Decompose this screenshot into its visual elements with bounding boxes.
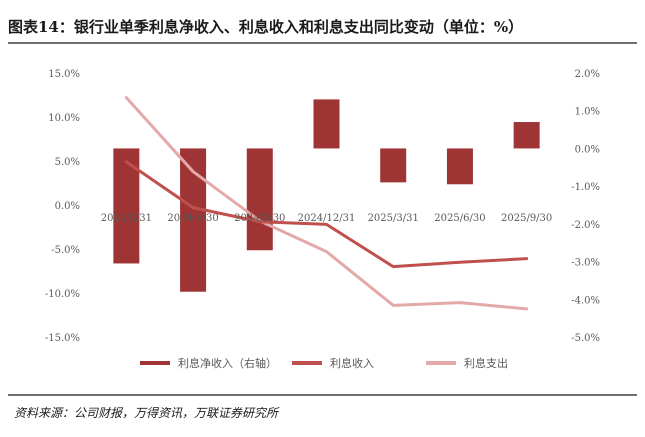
right-tick-label: -1.0%	[571, 182, 600, 193]
right-tick-label: -5.0%	[571, 333, 600, 344]
bar	[313, 99, 340, 149]
bar	[113, 148, 140, 264]
left-tick-label: 10.0%	[48, 113, 80, 124]
left-tick-label: -10.0%	[45, 289, 80, 300]
bar	[446, 148, 473, 185]
category-label: 2025/9/30	[501, 213, 552, 224]
bar	[246, 148, 273, 251]
bar	[380, 148, 407, 183]
legend-label: 利息净收入（右轴）	[178, 356, 277, 370]
lines-layer	[124, 96, 529, 311]
x-axis: 2024/3/31 2024/6/30 2024/9/30 2024/12/31 202…	[101, 213, 553, 224]
right-tick-label: 0.0%	[575, 144, 600, 155]
legend-label: 利息支出	[464, 356, 508, 370]
series-line	[124, 160, 529, 269]
chart-title: 图表14：银行业单季利息净收入、利息收入和利息支出同比变动（单位：%）	[8, 18, 523, 36]
left-tick-label: -15.0%	[45, 333, 80, 344]
category-label: 2024/3/31	[101, 213, 152, 224]
category-label: 2024/6/30	[167, 213, 218, 224]
left-tick-label: 5.0%	[55, 157, 80, 168]
right-tick-label: 2.0%	[575, 69, 600, 80]
category-label: 2025/6/30	[434, 213, 485, 224]
category-label: 2024/12/31	[298, 213, 356, 224]
left-tick-label: 15.0%	[48, 69, 80, 80]
source-note: 资料来源：公司财报，万得资讯，万联证券研究所	[14, 406, 280, 420]
right-tick-label: 1.0%	[575, 107, 600, 118]
left-tick-label: -5.0%	[51, 245, 80, 256]
legend: 利息净收入（右轴） 利息收入 利息支出	[140, 356, 508, 370]
right-tick-label: -4.0%	[571, 295, 600, 306]
left-axis: 15.0% 10.0% 5.0% 0.0% -5.0% -10.0% -15.0%	[45, 69, 80, 344]
legend-label: 利息收入	[330, 356, 374, 370]
series-line	[124, 96, 529, 311]
category-label: 2025/3/31	[368, 213, 419, 224]
right-axis: 2.0% 1.0% 0.0% -1.0% -2.0% -3.0% -4.0% -5.0%	[571, 69, 600, 344]
category-label: 2024/9/30	[234, 213, 285, 224]
bar	[513, 122, 540, 149]
right-tick-label: -3.0%	[571, 258, 600, 269]
right-tick-label: -2.0%	[571, 220, 600, 231]
left-tick-label: 0.0%	[55, 201, 80, 212]
